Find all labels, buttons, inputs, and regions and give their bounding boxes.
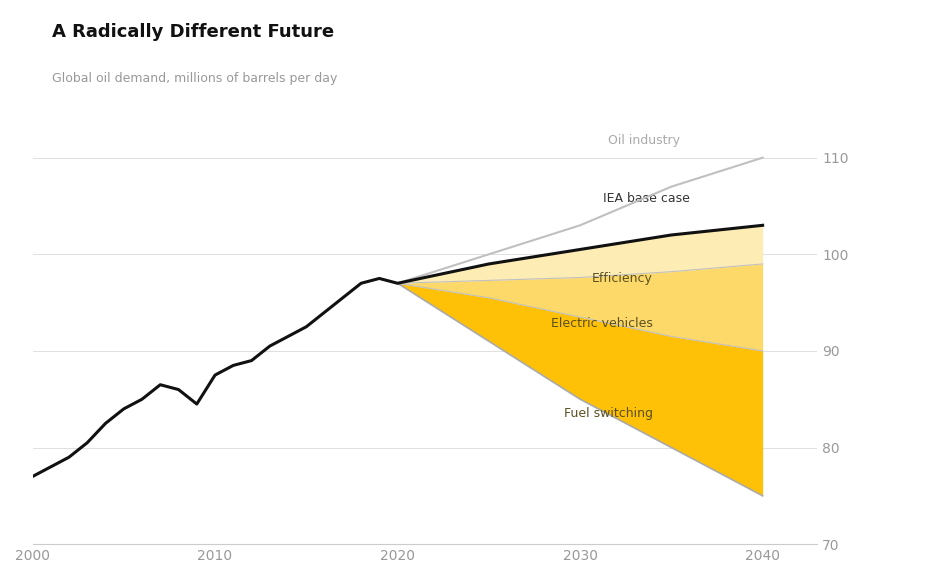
Text: Fuel switching: Fuel switching xyxy=(565,407,653,420)
Text: A Radically Different Future: A Radically Different Future xyxy=(52,23,334,41)
Text: Efficiency: Efficiency xyxy=(592,272,653,285)
Text: Global oil demand, millions of barrels per day: Global oil demand, millions of barrels p… xyxy=(52,72,337,85)
Text: Electric vehicles: Electric vehicles xyxy=(551,317,653,331)
Text: Oil industry: Oil industry xyxy=(609,134,681,147)
Text: IEA base case: IEA base case xyxy=(603,192,690,205)
